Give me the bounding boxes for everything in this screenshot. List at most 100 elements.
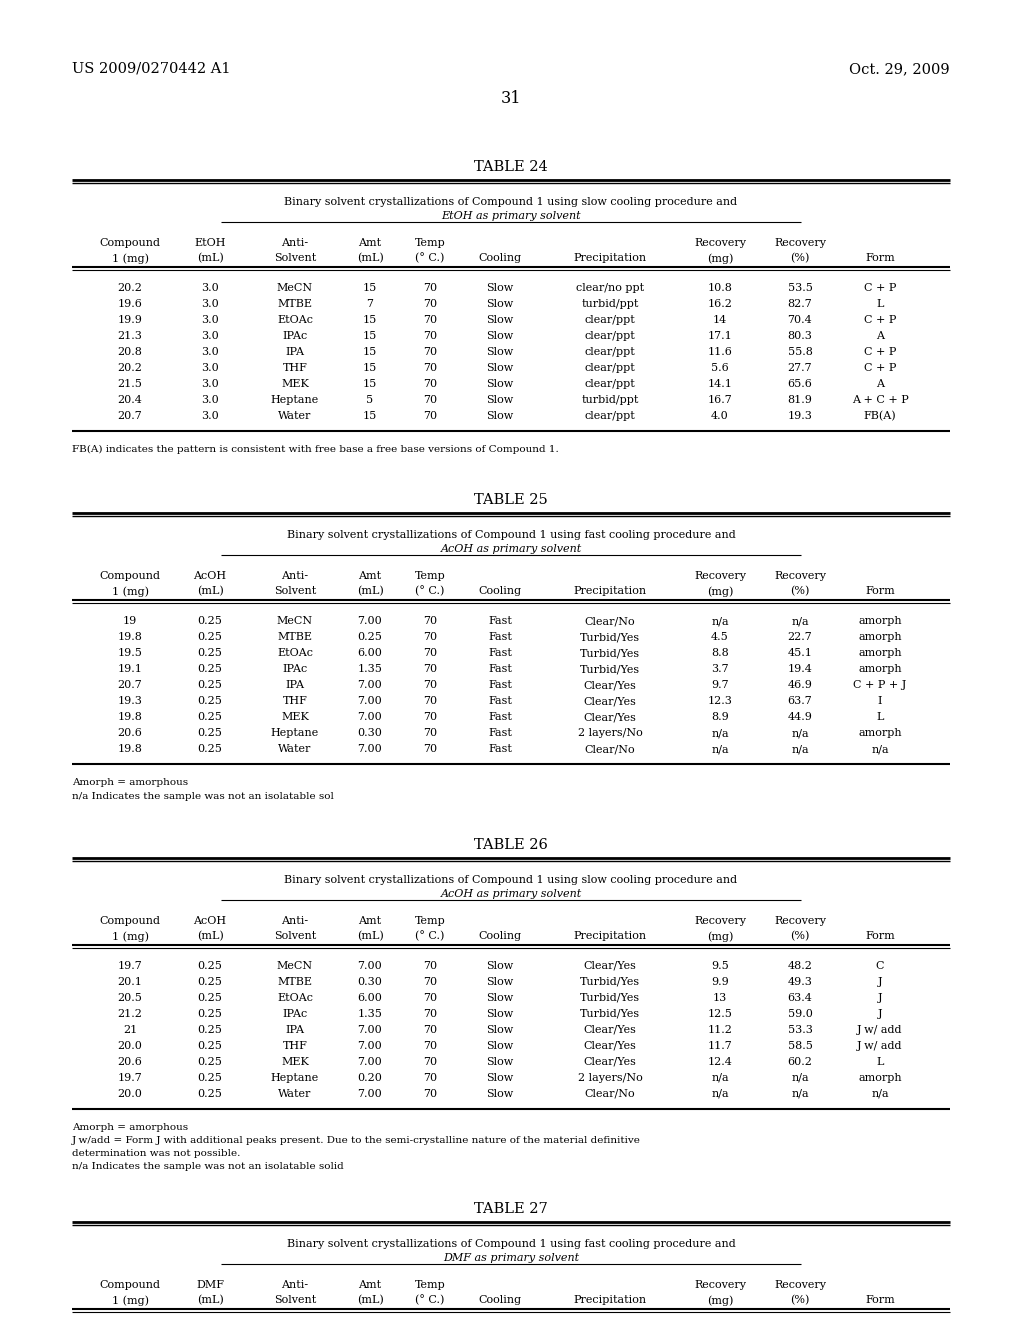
- Text: Cooling: Cooling: [478, 586, 521, 597]
- Text: 70.4: 70.4: [787, 315, 812, 325]
- Text: 8.8: 8.8: [711, 648, 729, 657]
- Text: TABLE 25: TABLE 25: [474, 492, 548, 507]
- Text: Recovery: Recovery: [774, 1280, 826, 1290]
- Text: 19.3: 19.3: [787, 411, 812, 421]
- Text: 70: 70: [423, 680, 437, 690]
- Text: 0.25: 0.25: [198, 744, 222, 754]
- Text: Turbid/Yes: Turbid/Yes: [580, 664, 640, 675]
- Text: n/a: n/a: [712, 616, 729, 626]
- Text: 70: 70: [423, 363, 437, 374]
- Text: 16.7: 16.7: [708, 395, 732, 405]
- Text: n/a: n/a: [871, 1089, 889, 1100]
- Text: (mL): (mL): [356, 931, 383, 941]
- Text: Slow: Slow: [486, 993, 514, 1003]
- Text: 44.9: 44.9: [787, 711, 812, 722]
- Text: 0.20: 0.20: [357, 1073, 382, 1082]
- Text: C + P: C + P: [864, 282, 896, 293]
- Text: 70: 70: [423, 1089, 437, 1100]
- Text: Compound: Compound: [99, 916, 161, 927]
- Text: 19.5: 19.5: [118, 648, 142, 657]
- Text: 1 (mg): 1 (mg): [112, 586, 148, 597]
- Text: 15: 15: [362, 379, 377, 389]
- Text: 70: 70: [423, 993, 437, 1003]
- Text: Amt: Amt: [358, 916, 382, 927]
- Text: 70: 70: [423, 315, 437, 325]
- Text: A + C + P: A + C + P: [852, 395, 908, 405]
- Text: Fast: Fast: [488, 648, 512, 657]
- Text: 2 layers/No: 2 layers/No: [578, 729, 642, 738]
- Text: clear/ppt: clear/ppt: [585, 411, 635, 421]
- Text: 3.0: 3.0: [201, 347, 219, 356]
- Text: turbid/ppt: turbid/ppt: [582, 300, 639, 309]
- Text: J: J: [878, 993, 883, 1003]
- Text: 19.9: 19.9: [118, 315, 142, 325]
- Text: Form: Form: [865, 1295, 895, 1305]
- Text: 0.25: 0.25: [198, 696, 222, 706]
- Text: 65.6: 65.6: [787, 379, 812, 389]
- Text: 11.7: 11.7: [708, 1041, 732, 1051]
- Text: MTBE: MTBE: [278, 977, 312, 987]
- Text: Cooling: Cooling: [478, 1295, 521, 1305]
- Text: (mL): (mL): [356, 586, 383, 597]
- Text: 1.35: 1.35: [357, 664, 382, 675]
- Text: Turbid/Yes: Turbid/Yes: [580, 977, 640, 987]
- Text: Recovery: Recovery: [694, 916, 746, 927]
- Text: turbid/ppt: turbid/ppt: [582, 395, 639, 405]
- Text: Water: Water: [279, 411, 311, 421]
- Text: Heptane: Heptane: [271, 729, 319, 738]
- Text: 19.8: 19.8: [118, 632, 142, 642]
- Text: C + P + J: C + P + J: [853, 680, 906, 690]
- Text: 70: 70: [423, 347, 437, 356]
- Text: MeCN: MeCN: [276, 282, 313, 293]
- Text: 1 (mg): 1 (mg): [112, 1295, 148, 1305]
- Text: 21.3: 21.3: [118, 331, 142, 341]
- Text: Clear/Yes: Clear/Yes: [584, 680, 637, 690]
- Text: clear/ppt: clear/ppt: [585, 331, 635, 341]
- Text: Solvent: Solvent: [273, 586, 316, 597]
- Text: THF: THF: [283, 363, 307, 374]
- Text: 3.0: 3.0: [201, 282, 219, 293]
- Text: (mL): (mL): [356, 1295, 383, 1305]
- Text: Clear/Yes: Clear/Yes: [584, 961, 637, 972]
- Text: (° C.): (° C.): [416, 1295, 444, 1305]
- Text: amorph: amorph: [858, 648, 902, 657]
- Text: 9.5: 9.5: [711, 961, 729, 972]
- Text: 70: 70: [423, 696, 437, 706]
- Text: 15: 15: [362, 347, 377, 356]
- Text: 7.00: 7.00: [357, 744, 382, 754]
- Text: Recovery: Recovery: [774, 238, 826, 248]
- Text: 7: 7: [367, 300, 374, 309]
- Text: clear/no ppt: clear/no ppt: [575, 282, 644, 293]
- Text: 15: 15: [362, 282, 377, 293]
- Text: 0.25: 0.25: [198, 616, 222, 626]
- Text: Slow: Slow: [486, 977, 514, 987]
- Text: 19.1: 19.1: [118, 664, 142, 675]
- Text: determination was not possible.: determination was not possible.: [72, 1148, 241, 1158]
- Text: 12.3: 12.3: [708, 696, 732, 706]
- Text: clear/ppt: clear/ppt: [585, 347, 635, 356]
- Text: 60.2: 60.2: [787, 1057, 812, 1067]
- Text: Anti-: Anti-: [282, 238, 308, 248]
- Text: AcOH: AcOH: [194, 572, 226, 581]
- Text: 45.1: 45.1: [787, 648, 812, 657]
- Text: MTBE: MTBE: [278, 300, 312, 309]
- Text: Precipitation: Precipitation: [573, 586, 646, 597]
- Text: 7.00: 7.00: [357, 1057, 382, 1067]
- Text: 63.4: 63.4: [787, 993, 812, 1003]
- Text: Amorph = amorphous: Amorph = amorphous: [72, 1123, 188, 1133]
- Text: J: J: [878, 977, 883, 987]
- Text: A: A: [876, 379, 884, 389]
- Text: 21.5: 21.5: [118, 379, 142, 389]
- Text: Recovery: Recovery: [774, 572, 826, 581]
- Text: 5: 5: [367, 395, 374, 405]
- Text: 3.0: 3.0: [201, 395, 219, 405]
- Text: Binary solvent crystallizations of Compound 1 using slow cooling procedure and: Binary solvent crystallizations of Compo…: [285, 197, 737, 207]
- Text: 14.1: 14.1: [708, 379, 732, 389]
- Text: C + P: C + P: [864, 315, 896, 325]
- Text: (mL): (mL): [356, 253, 383, 263]
- Text: 3.0: 3.0: [201, 331, 219, 341]
- Text: 0.25: 0.25: [198, 1057, 222, 1067]
- Text: Slow: Slow: [486, 1041, 514, 1051]
- Text: n/a Indicates the sample was not an isolatable solid: n/a Indicates the sample was not an isol…: [72, 1162, 344, 1171]
- Text: Recovery: Recovery: [694, 1280, 746, 1290]
